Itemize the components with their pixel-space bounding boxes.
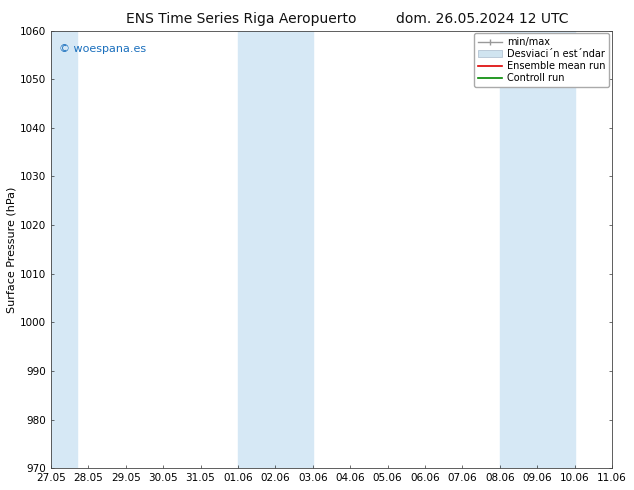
Text: ENS Time Series Riga Aeropuerto: ENS Time Series Riga Aeropuerto bbox=[126, 12, 356, 26]
Legend: min/max, Desviaci´n est´ndar, Ensemble mean run, Controll run: min/max, Desviaci´n est´ndar, Ensemble m… bbox=[474, 33, 609, 87]
Text: © woespana.es: © woespana.es bbox=[59, 44, 146, 54]
Bar bbox=[238, 30, 313, 468]
Bar bbox=[39, 30, 77, 468]
Y-axis label: Surface Pressure (hPa): Surface Pressure (hPa) bbox=[7, 186, 17, 313]
Text: dom. 26.05.2024 12 UTC: dom. 26.05.2024 12 UTC bbox=[396, 12, 568, 26]
Bar bbox=[500, 30, 575, 468]
